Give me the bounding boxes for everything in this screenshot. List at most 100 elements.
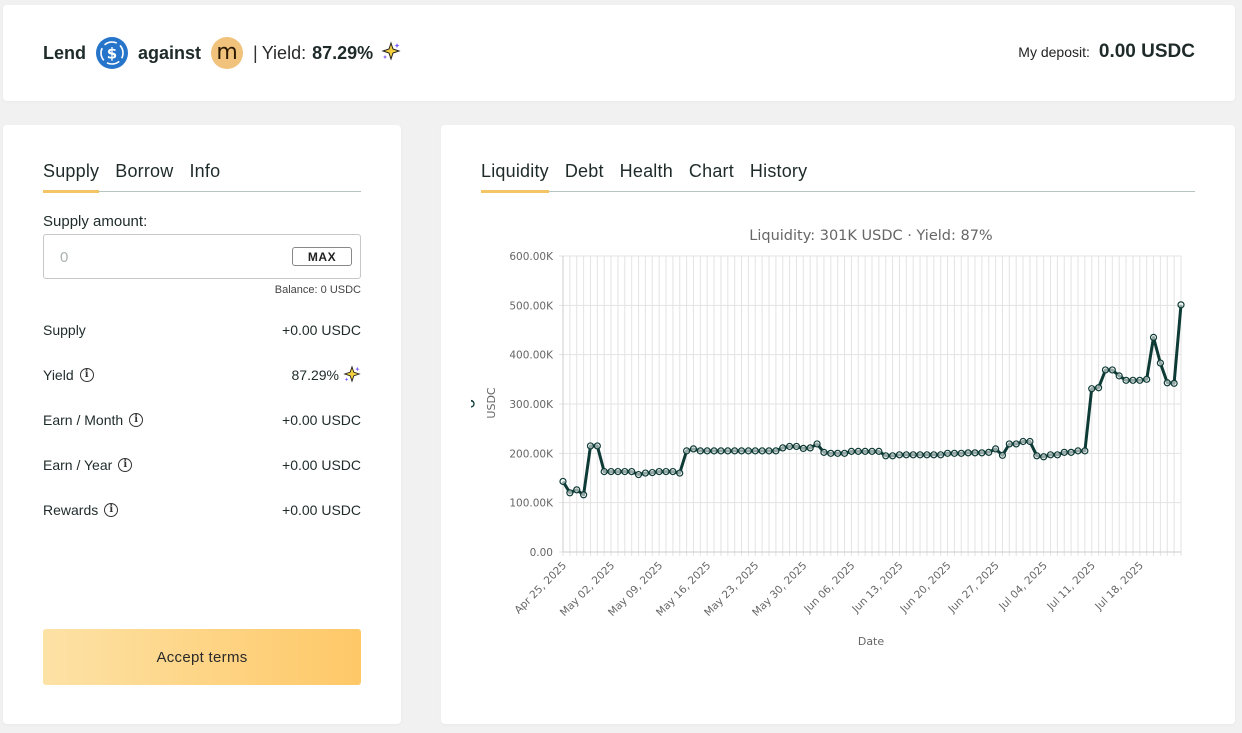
data-point[interactable] — [724, 447, 732, 455]
data-point[interactable] — [471, 400, 475, 408]
data-point[interactable] — [573, 486, 581, 494]
data-point[interactable] — [1149, 333, 1158, 342]
info-icon[interactable]: i — [129, 413, 144, 427]
tab-health[interactable]: Health — [619, 161, 673, 181]
data-point[interactable] — [1033, 452, 1041, 460]
data-point[interactable] — [1170, 379, 1178, 387]
data-point[interactable] — [1163, 379, 1171, 387]
data-point[interactable] — [676, 469, 684, 477]
data-point[interactable] — [696, 447, 704, 455]
data-point[interactable] — [834, 449, 842, 457]
sparkle-icon[interactable] — [343, 364, 361, 386]
data-point[interactable] — [744, 447, 752, 455]
data-point[interactable] — [1101, 366, 1110, 374]
data-point[interactable] — [1108, 366, 1116, 374]
data-point[interactable] — [772, 447, 780, 455]
data-point[interactable] — [1060, 448, 1068, 456]
max-button[interactable]: MAX — [292, 247, 352, 266]
tab-info[interactable]: Info — [189, 161, 221, 181]
data-point[interactable] — [1012, 440, 1020, 448]
data-point[interactable] — [689, 445, 698, 453]
data-point[interactable] — [634, 470, 643, 479]
accept-terms-button[interactable]: Accept terms — [43, 629, 361, 685]
data-point[interactable] — [895, 451, 904, 459]
data-point[interactable] — [875, 447, 883, 455]
data-point[interactable] — [799, 444, 807, 452]
data-point[interactable] — [703, 447, 711, 455]
data-point[interactable] — [600, 467, 608, 476]
data-point[interactable] — [943, 449, 952, 457]
data-point[interactable] — [971, 449, 979, 457]
data-point[interactable] — [916, 451, 924, 459]
data-point[interactable] — [628, 467, 636, 476]
data-point[interactable] — [847, 447, 855, 455]
data-point[interactable] — [1040, 453, 1048, 461]
data-point[interactable] — [1177, 301, 1185, 309]
data-point[interactable] — [621, 467, 629, 476]
data-point[interactable] — [827, 449, 835, 457]
data-point[interactable] — [964, 449, 972, 457]
data-point[interactable] — [998, 451, 1007, 459]
data-point[interactable] — [1053, 451, 1062, 459]
data-point[interactable] — [930, 451, 938, 459]
data-point[interactable] — [641, 469, 649, 477]
data-point[interactable] — [1143, 375, 1151, 383]
data-point[interactable] — [648, 468, 656, 477]
data-point[interactable] — [1026, 437, 1034, 446]
info-icon[interactable]: i — [118, 458, 133, 472]
info-icon[interactable]: i — [104, 503, 119, 517]
data-point[interactable] — [1136, 376, 1144, 384]
data-point[interactable] — [1005, 440, 1013, 448]
data-point[interactable] — [813, 440, 821, 448]
data-point[interactable] — [985, 448, 993, 456]
data-point[interactable] — [1129, 376, 1137, 384]
data-point[interactable] — [593, 442, 601, 450]
tab-chart[interactable]: Chart — [688, 161, 734, 181]
data-point[interactable] — [868, 447, 876, 455]
data-point[interactable] — [765, 447, 773, 455]
data-point[interactable] — [1019, 437, 1027, 446]
data-point[interactable] — [786, 442, 794, 451]
tab-borrow[interactable]: Borrow — [115, 161, 174, 181]
data-point[interactable] — [1094, 384, 1103, 392]
data-point[interactable] — [991, 445, 1000, 453]
data-point[interactable] — [1081, 447, 1089, 455]
data-point[interactable] — [950, 449, 958, 457]
data-point[interactable] — [957, 449, 965, 457]
data-point[interactable] — [840, 449, 849, 457]
data-point[interactable] — [1122, 376, 1130, 384]
data-point[interactable] — [566, 489, 574, 497]
data-point[interactable] — [882, 452, 890, 460]
supply-amount-input[interactable] — [54, 245, 274, 269]
data-point[interactable] — [978, 449, 986, 457]
data-point[interactable] — [662, 467, 670, 476]
data-point[interactable] — [737, 447, 746, 455]
tab-history[interactable]: History — [749, 161, 808, 181]
data-point[interactable] — [751, 447, 759, 455]
data-point[interactable] — [1115, 372, 1123, 380]
data-point[interactable] — [861, 447, 869, 455]
data-point[interactable] — [1156, 359, 1165, 367]
data-point[interactable] — [792, 442, 801, 451]
data-point[interactable] — [1067, 448, 1075, 456]
data-point[interactable] — [1088, 385, 1096, 393]
data-point[interactable] — [854, 447, 862, 455]
data-point[interactable] — [820, 448, 828, 456]
data-point[interactable] — [614, 467, 622, 476]
data-point[interactable] — [1074, 447, 1082, 455]
data-point[interactable] — [909, 451, 917, 459]
data-point[interactable] — [717, 447, 725, 455]
data-point[interactable] — [655, 467, 663, 476]
data-point[interactable] — [683, 447, 691, 455]
data-point[interactable] — [1046, 451, 1055, 459]
data-point[interactable] — [937, 451, 945, 459]
tab-supply[interactable]: Supply — [43, 161, 100, 193]
tab-debt[interactable]: Debt — [564, 161, 604, 181]
data-point[interactable] — [586, 442, 595, 450]
data-point[interactable] — [731, 447, 739, 455]
data-point[interactable] — [758, 447, 766, 455]
data-point[interactable] — [669, 467, 677, 476]
data-point[interactable] — [889, 452, 897, 460]
data-point[interactable] — [923, 451, 931, 459]
sparkle-icon[interactable] — [381, 40, 401, 66]
